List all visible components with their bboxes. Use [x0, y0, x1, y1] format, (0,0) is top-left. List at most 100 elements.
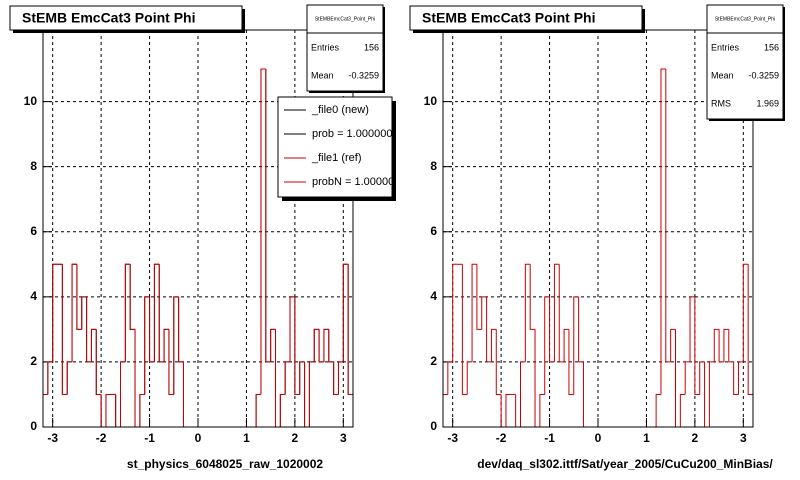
- histogram-bin: [505, 393, 511, 427]
- histogram-bin: [76, 264, 82, 330]
- histogram-bin: [270, 328, 276, 362]
- histogram-bin: [158, 264, 165, 363]
- histogram-bin: [347, 264, 354, 427]
- histogram-bin: [495, 329, 502, 395]
- histogram-bin: [134, 329, 140, 428]
- histogram-bin: [163, 328, 169, 362]
- histogram-bin: [158, 264, 165, 363]
- stats-box: [306, 4, 384, 92]
- histogram-bin: [733, 361, 739, 395]
- stats-value: 156: [364, 42, 379, 52]
- histogram-bin: [265, 69, 271, 363]
- legend-entry: probN = 1.00000: [312, 176, 394, 188]
- histogram-bin: [486, 296, 492, 363]
- histogram-bin: [689, 296, 695, 362]
- x-tick-label: -1: [144, 431, 155, 445]
- histogram-bin: [275, 329, 281, 428]
- histogram-bin: [163, 328, 169, 362]
- histogram-bin: [568, 329, 574, 395]
- histogram-bin: [71, 263, 77, 362]
- plot-frame: [442, 29, 754, 428]
- histogram-bin: [124, 263, 131, 362]
- histogram-bin: [95, 329, 102, 395]
- histogram-bin: [47, 361, 53, 395]
- y-tick-label: 2: [30, 354, 37, 368]
- histogram-bin: [452, 263, 458, 362]
- histogram-bin: [173, 296, 179, 395]
- histogram-bin: [42, 393, 48, 427]
- y-tick-label: 6: [30, 224, 37, 238]
- histogram-bin: [694, 296, 700, 395]
- histogram-bin: [66, 361, 73, 395]
- histogram-bin: [52, 263, 58, 362]
- histogram-bin: [328, 329, 334, 363]
- histogram-bin: [115, 394, 121, 428]
- chart-title: StEMB EmcCat3 Point Phi: [22, 10, 195, 26]
- histogram-bin: [71, 263, 77, 362]
- histogram-bin: [655, 393, 661, 427]
- histogram-bin: [573, 296, 579, 395]
- stats-label: Mean: [311, 70, 334, 80]
- histogram-bin: [47, 361, 53, 395]
- histogram-bin: [134, 329, 140, 428]
- histogram-bin: [168, 329, 174, 395]
- histogram-bin: [279, 393, 286, 427]
- y-tick-label: 0: [30, 419, 37, 433]
- histogram-bin: [139, 393, 145, 427]
- x-tick-label: -2: [496, 431, 507, 445]
- histogram-bin: [713, 328, 720, 362]
- histogram-bin: [342, 263, 349, 362]
- histogram-bin: [299, 361, 305, 395]
- histogram-bin: [61, 264, 68, 395]
- x-tick-label: 0: [195, 431, 202, 445]
- histogram-bin: [144, 296, 150, 395]
- x-tick-label: 2: [292, 431, 299, 445]
- legend: _file0 (new) prob = 1.000000 _file1 (ref) p…: [284, 104, 394, 188]
- histogram-bin: [747, 264, 754, 427]
- histogram-bin: [115, 394, 121, 428]
- stats-label: Entries: [311, 42, 340, 52]
- histogram-bin: [337, 361, 344, 395]
- histogram-bin: [182, 361, 189, 428]
- histogram-bin: [153, 263, 160, 362]
- histogram-bin: [255, 393, 261, 427]
- histogram-bin: [534, 329, 540, 428]
- stats-title: StEMBEmcCat3_Point_Phi: [715, 16, 775, 22]
- histogram-bin: [578, 296, 584, 363]
- histogram-bin: [275, 329, 281, 428]
- histogram-bin: [304, 361, 310, 428]
- stats-box: [706, 4, 784, 120]
- histogram-bin: [66, 361, 73, 395]
- histogram-bin: [500, 394, 506, 428]
- x-tick-label: 0: [595, 431, 602, 445]
- legend-entry: prob = 1.000000: [312, 128, 392, 140]
- histogram-bin: [124, 263, 131, 362]
- legend-box: [277, 96, 393, 198]
- histogram-bin: [684, 361, 691, 395]
- x-tick-label: -3: [447, 431, 458, 445]
- histogram-bin: [304, 361, 310, 428]
- histogram-bin: [333, 361, 339, 395]
- histogram-bin: [260, 68, 266, 395]
- histogram-bin: [337, 361, 344, 395]
- histogram-bin: [342, 263, 349, 362]
- stats-label: Mean: [711, 70, 734, 80]
- stats-label: Entries: [711, 42, 740, 52]
- histogram-bin: [120, 361, 126, 427]
- histogram-bin: [728, 329, 734, 363]
- histogram-bin: [279, 393, 286, 427]
- title-box: [9, 5, 243, 31]
- histogram-bin: [270, 328, 276, 362]
- histogram-bin: [476, 264, 482, 330]
- histogram-bin: [447, 361, 453, 395]
- histogram-bin: [255, 393, 261, 427]
- histogram-bin: [558, 264, 565, 363]
- stats-title: StEMBEmcCat3_Point_Phi: [315, 16, 375, 22]
- histogram-bin: [333, 361, 339, 395]
- x-tick-label: -3: [47, 431, 58, 445]
- histogram-bin: [699, 361, 705, 395]
- histogram-bin: [308, 361, 315, 427]
- histogram-bin: [549, 296, 555, 363]
- histogram-bin: [544, 296, 550, 395]
